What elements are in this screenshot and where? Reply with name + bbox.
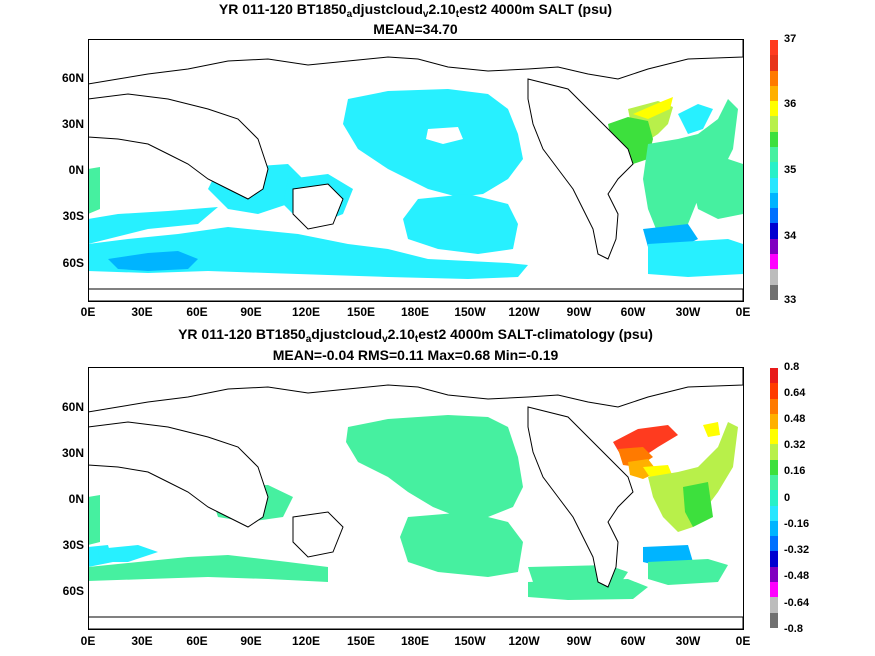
bottom-map-svg — [88, 367, 743, 629]
colorbar-swatch — [770, 444, 778, 460]
top-cbar-label-34: 34 — [784, 230, 797, 242]
colorbar-swatch — [770, 459, 778, 475]
top-lon-180e: 180E — [400, 305, 430, 319]
colorbar-swatch — [770, 162, 778, 178]
bottom-cbar-label-7: -0.32 — [784, 544, 810, 556]
top-lon-90e: 90E — [240, 305, 262, 319]
bottom-lon-90e: 90E — [240, 634, 262, 648]
bottom-title: YR 011-120 BT1850adjustcloudv2.10test2 4… — [178, 326, 653, 345]
bottom-cbar-label-0: 0.8 — [784, 361, 800, 373]
bottom-lon-180e: 180E — [400, 634, 430, 648]
colorbar-swatch — [770, 368, 778, 384]
bottom-cbar-label-8: -0.48 — [784, 570, 810, 582]
bottom-lon-90w: 90W — [566, 634, 592, 648]
top-cbar-label-33: 33 — [784, 294, 797, 306]
bottom-lat-0n: 0N — [68, 492, 84, 506]
bottom-cbar-label-3: 0.32 — [784, 439, 806, 451]
top-lon-120e: 120E — [291, 305, 321, 319]
top-lon-150e: 150E — [346, 305, 376, 319]
bottom-lat-60n: 60N — [61, 400, 84, 414]
colorbar-swatch — [770, 536, 778, 552]
colorbar-swatch — [770, 238, 778, 254]
colorbar-swatch — [770, 551, 778, 567]
colorbar-swatch — [770, 566, 778, 582]
colorbar-swatch — [770, 490, 778, 506]
bottom-lat-60s: 60S — [62, 584, 84, 598]
top-lat-0n: 0N — [68, 163, 84, 177]
bottom-colorbar — [770, 368, 778, 628]
top-title: YR 011-120 BT1850adjustcloudv2.10test2 4… — [218, 1, 613, 20]
colorbar-swatch — [770, 612, 778, 628]
colorbar-swatch — [770, 55, 778, 71]
colorbar-swatch — [770, 208, 778, 224]
bottom-lon-0e: 0E — [80, 634, 96, 648]
bottom-lon-120e: 120E — [291, 634, 321, 648]
colorbar-swatch — [770, 223, 778, 239]
top-lon-30e: 30E — [131, 305, 153, 319]
top-stats: MEAN=34.70 — [373, 21, 458, 37]
bottom-lon-60e: 60E — [186, 634, 208, 648]
colorbar-swatch — [770, 398, 778, 414]
colorbar-swatch — [770, 131, 778, 147]
bottom-lon-150w: 150W — [454, 634, 486, 648]
colorbar-swatch — [770, 474, 778, 491]
colorbar-swatch — [770, 284, 778, 300]
bottom-lat-30s: 30S — [62, 538, 84, 552]
bottom-cbar-label-10: -0.8 — [784, 623, 803, 635]
bottom-cbar-label-2: 0.48 — [784, 413, 806, 425]
colorbar-swatch — [770, 505, 778, 521]
top-cbar-label-37: 37 — [784, 33, 797, 45]
top-coastlines — [88, 39, 743, 301]
top-lon-150w: 150W — [454, 305, 486, 319]
bottom-lon-150e: 150E — [346, 634, 376, 648]
colorbar-swatch — [770, 597, 778, 613]
bottom-lon-0e-end: 0E — [735, 634, 751, 648]
bottom-lon-30e: 30E — [131, 634, 153, 648]
bottom-lon-30w: 30W — [675, 634, 701, 648]
top-lat-30s: 30S — [62, 209, 84, 223]
bottom-cbar-label-5: 0 — [784, 492, 791, 504]
colorbar-swatch — [770, 253, 778, 270]
bottom-lon-60w: 60W — [620, 634, 646, 648]
bottom-map — [88, 367, 743, 629]
top-lon-60e: 60E — [186, 305, 208, 319]
bottom-lon-120w: 120W — [508, 634, 540, 648]
colorbar-swatch — [770, 520, 778, 537]
bottom-cbar-label-4: 0.16 — [784, 465, 806, 477]
colorbar-swatch — [770, 177, 778, 193]
bottom-stats: MEAN=-0.04 RMS=0.11 Max=0.68 Min=-0.19 — [272, 347, 559, 363]
top-cbar-label-35: 35 — [784, 164, 797, 176]
colorbar-swatch — [770, 70, 778, 86]
colorbar-swatch — [770, 581, 778, 598]
bottom-cbar-label-9: -0.64 — [784, 597, 810, 609]
top-lat-30n: 30N — [61, 117, 84, 131]
colorbar-swatch — [770, 146, 778, 163]
colorbar-swatch — [770, 85, 778, 102]
bottom-lat-30n: 30N — [61, 446, 84, 460]
colorbar-swatch — [770, 101, 778, 117]
top-lon-90w: 90W — [566, 305, 592, 319]
bottom-cbar-label-6: -0.16 — [784, 518, 810, 530]
colorbar-swatch — [770, 413, 778, 430]
top-colorbar — [770, 40, 778, 300]
colorbar-swatch — [770, 429, 778, 445]
top-lat-60s: 60S — [62, 256, 84, 270]
top-lat-60n: 60N — [61, 71, 84, 85]
top-lon-0e: 0E — [80, 305, 96, 319]
colorbar-swatch — [770, 269, 778, 285]
top-map-svg — [88, 39, 743, 301]
colorbar-swatch — [770, 40, 778, 56]
colorbar-swatch — [770, 383, 778, 399]
colorbar-swatch — [770, 192, 778, 209]
top-map — [88, 39, 743, 301]
colorbar-swatch — [770, 116, 778, 132]
bottom-coastlines — [88, 367, 743, 629]
top-lon-120w: 120W — [508, 305, 540, 319]
top-lon-60w: 60W — [620, 305, 646, 319]
top-lon-0e-end: 0E — [735, 305, 751, 319]
top-lon-30w: 30W — [675, 305, 701, 319]
bottom-cbar-label-1: 0.64 — [784, 387, 806, 399]
top-cbar-label-36: 36 — [784, 98, 797, 110]
